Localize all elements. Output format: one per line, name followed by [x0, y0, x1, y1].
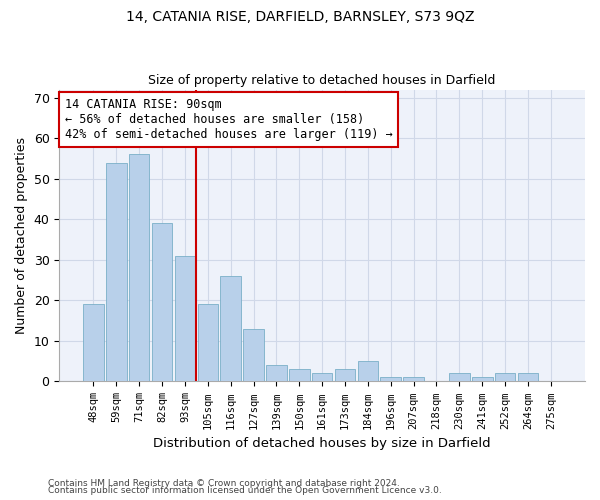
Title: Size of property relative to detached houses in Darfield: Size of property relative to detached ho…	[148, 74, 496, 87]
Bar	[83, 304, 104, 382]
Text: 14 CATANIA RISE: 90sqm
← 56% of detached houses are smaller (158)
42% of semi-de: 14 CATANIA RISE: 90sqm ← 56% of detached…	[65, 98, 392, 142]
Bar	[266, 365, 287, 382]
Bar	[106, 162, 127, 382]
Bar	[380, 378, 401, 382]
Bar	[243, 328, 264, 382]
Bar	[175, 256, 195, 382]
Bar	[312, 374, 332, 382]
Bar	[495, 374, 515, 382]
Text: Contains HM Land Registry data © Crown copyright and database right 2024.: Contains HM Land Registry data © Crown c…	[48, 478, 400, 488]
Bar	[197, 304, 218, 382]
Bar	[220, 276, 241, 382]
Text: Contains public sector information licensed under the Open Government Licence v3: Contains public sector information licen…	[48, 486, 442, 495]
Bar	[152, 224, 172, 382]
Y-axis label: Number of detached properties: Number of detached properties	[15, 137, 28, 334]
Bar	[472, 378, 493, 382]
Bar	[518, 374, 538, 382]
Bar	[403, 378, 424, 382]
X-axis label: Distribution of detached houses by size in Darfield: Distribution of detached houses by size …	[154, 437, 491, 450]
Bar	[449, 374, 470, 382]
Text: 14, CATANIA RISE, DARFIELD, BARNSLEY, S73 9QZ: 14, CATANIA RISE, DARFIELD, BARNSLEY, S7…	[126, 10, 474, 24]
Bar	[335, 370, 355, 382]
Bar	[129, 154, 149, 382]
Bar	[289, 370, 310, 382]
Bar	[358, 361, 378, 382]
